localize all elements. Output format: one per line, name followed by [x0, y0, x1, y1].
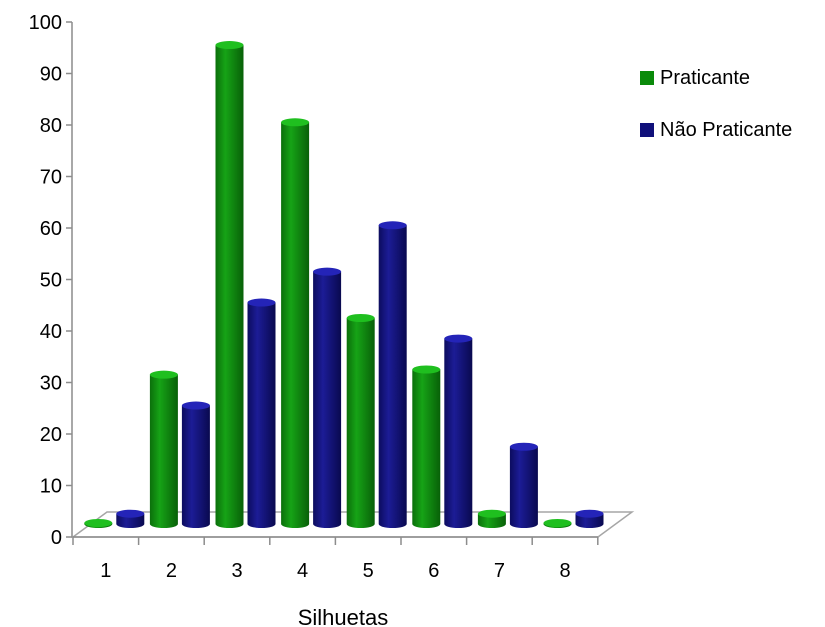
legend-label: Praticante	[660, 67, 750, 89]
bar-não-praticante-1	[116, 509, 145, 528]
y-tick-label: 90	[40, 64, 62, 86]
legend-swatch	[640, 71, 654, 85]
bar-body	[378, 225, 407, 529]
bar-praticante-4	[281, 118, 310, 529]
bar-body	[116, 513, 145, 528]
y-tick-label: 60	[40, 218, 62, 240]
bar-body	[444, 338, 473, 528]
y-tick-label: 40	[40, 321, 62, 343]
bar-não-praticante-4	[313, 267, 342, 528]
bar-body	[181, 405, 210, 528]
bar-body	[149, 374, 178, 528]
bar-não-praticante-2	[181, 401, 210, 528]
bar-body	[215, 45, 244, 529]
bar-top	[215, 41, 244, 50]
y-tick-label: 50	[40, 270, 62, 292]
x-tick-label: 6	[428, 560, 439, 582]
bar-praticante-3	[215, 41, 244, 529]
bar-não-praticante-8	[575, 509, 604, 528]
legend-label: Não Praticante	[660, 119, 792, 141]
bar-top	[116, 509, 145, 518]
bar-top	[477, 509, 506, 518]
bar-top	[281, 118, 310, 127]
x-tick-label: 5	[363, 560, 374, 582]
legend-swatch	[640, 123, 654, 137]
bar-top	[378, 221, 407, 230]
bar-top	[346, 314, 375, 322]
bar-top	[181, 401, 210, 410]
x-axis-title: Silhuetas	[298, 605, 389, 627]
bar-top	[509, 442, 538, 451]
bars	[84, 41, 604, 529]
bar-top	[247, 298, 276, 307]
y-tick-label: 10	[40, 476, 62, 498]
bar-praticante-2	[149, 370, 178, 528]
bar-top	[575, 509, 604, 518]
bar-top	[412, 365, 441, 374]
bar-body	[412, 369, 441, 528]
x-tick-label: 2	[166, 560, 177, 582]
bar-praticante-5	[346, 314, 375, 528]
x-tick-label: 1	[100, 560, 111, 582]
bar-top	[149, 370, 178, 379]
bar-top	[543, 519, 572, 527]
bar-não-praticante-3	[247, 298, 276, 528]
bar-body	[509, 446, 538, 528]
bar-top	[444, 334, 473, 343]
y-tick-label: 100	[29, 12, 62, 34]
y-axis: 0 10 20 30 40 50 60 70 80 90 100	[29, 12, 73, 549]
x-tick-label: 8	[559, 560, 570, 582]
bar-top	[313, 267, 342, 276]
bar-praticante-6	[412, 365, 441, 528]
x-tick-label: 3	[231, 560, 242, 582]
bar-body	[346, 318, 375, 528]
y-tick-label: 70	[40, 167, 62, 189]
y-tick-label: 80	[40, 115, 62, 137]
bar-body	[247, 302, 276, 528]
bar-body	[477, 513, 506, 528]
bar-praticante-1	[84, 519, 113, 528]
bar-body	[313, 271, 342, 528]
bar-não-praticante-5	[378, 221, 407, 529]
y-tick-label: 0	[51, 527, 62, 549]
bar-top	[84, 519, 113, 527]
bar-praticante-8	[543, 519, 572, 528]
legend: Praticante Não Praticante	[640, 67, 792, 141]
bar-body	[575, 513, 604, 528]
x-tick-label: 4	[297, 560, 308, 582]
bar-praticante-7	[477, 509, 506, 528]
y-tick-label: 30	[40, 373, 62, 395]
y-tick-label: 20	[40, 424, 62, 446]
bar-não-praticante-7	[509, 442, 538, 528]
x-tick-label: 7	[494, 560, 505, 582]
bar-não-praticante-6	[444, 334, 473, 528]
x-axis: 1 2 3 4 5 6 7 8	[72, 536, 599, 582]
bar-body	[281, 122, 310, 529]
